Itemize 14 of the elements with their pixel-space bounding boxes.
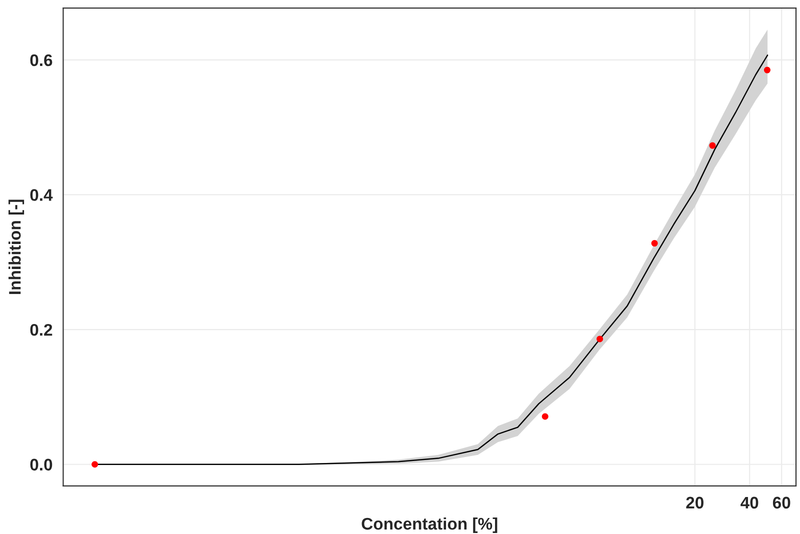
- point: [596, 336, 604, 342]
- point: [542, 413, 548, 420]
- y-tick-label: 0.6: [30, 54, 52, 66]
- x-tick-label: 60: [772, 496, 790, 509]
- point: [764, 66, 770, 74]
- point: [651, 240, 658, 247]
- x-tick-label: 20: [686, 496, 704, 509]
- x-tick-label: 40: [740, 496, 758, 509]
- y-axis-title: Inhibition [-]: [8, 200, 24, 294]
- y-tick-label: 0.4: [30, 189, 53, 201]
- x-axis-title: Concentation [%]: [362, 517, 498, 533]
- point: [709, 142, 716, 149]
- y-tick-label: 0.0: [30, 458, 52, 471]
- y-tick-label: 0.2: [30, 324, 52, 336]
